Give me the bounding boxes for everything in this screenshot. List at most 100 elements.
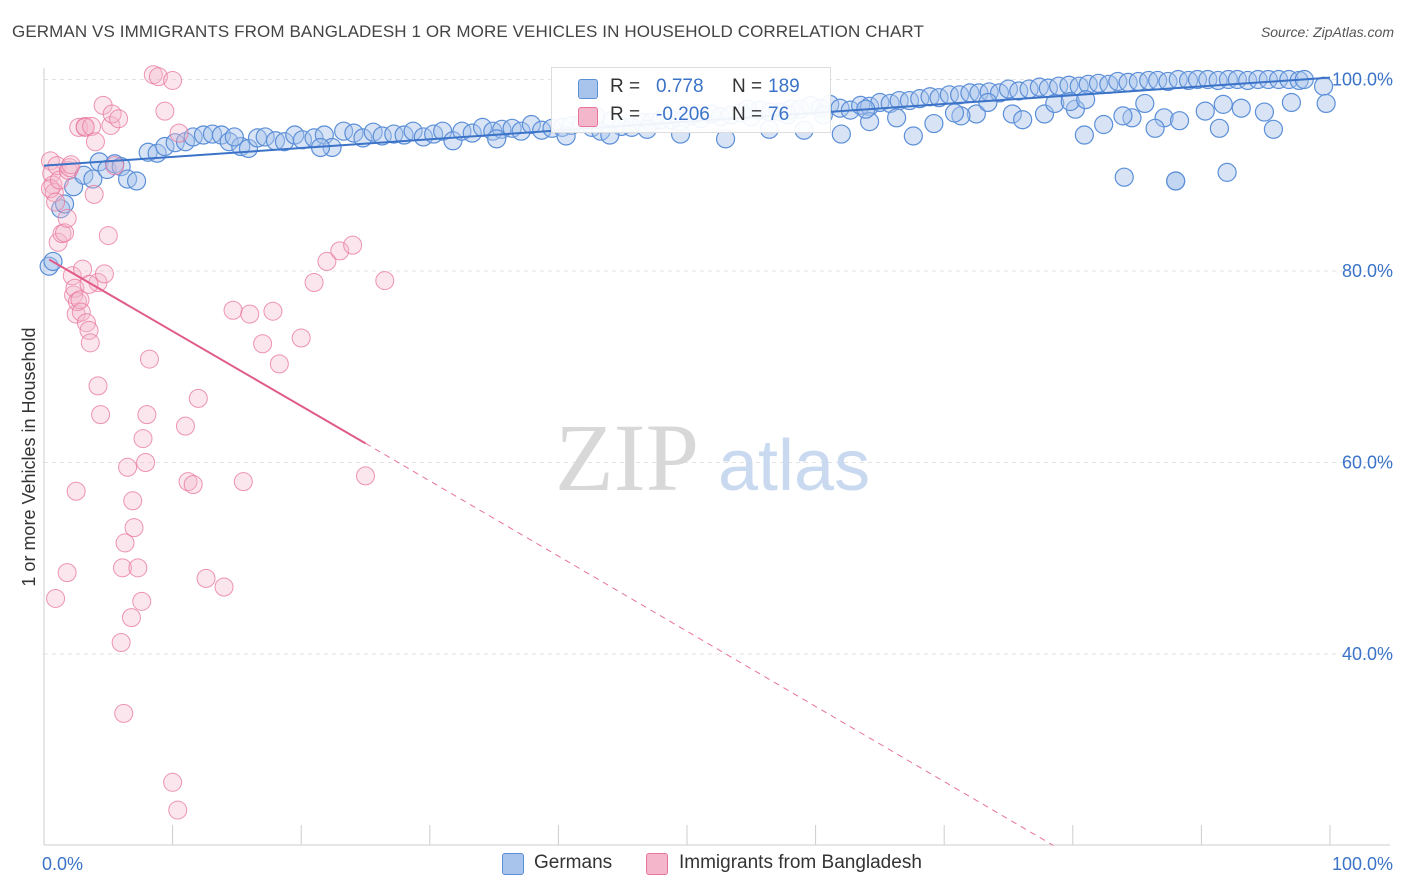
bangladesh-point bbox=[163, 772, 183, 792]
germans-point bbox=[1248, 69, 1268, 90]
bottom-legend-swatch-bangladesh bbox=[646, 853, 668, 875]
bangladesh-point bbox=[148, 67, 168, 87]
germans-point bbox=[1169, 111, 1190, 131]
y-tick-label: 40.0% bbox=[1342, 644, 1393, 664]
germans-point bbox=[1217, 162, 1237, 182]
bangladesh-point bbox=[132, 591, 152, 611]
bangladesh-point bbox=[66, 481, 86, 501]
bangladesh-point bbox=[88, 376, 108, 396]
bangladesh-point bbox=[356, 466, 375, 486]
watermark: ZIP atlas bbox=[555, 404, 870, 511]
bangladesh-point bbox=[71, 302, 91, 322]
germans-point bbox=[966, 104, 986, 124]
germans-point bbox=[165, 133, 185, 153]
bangladesh-point bbox=[343, 235, 363, 255]
germans-point bbox=[1198, 69, 1218, 90]
germans-point bbox=[1094, 114, 1114, 135]
bangladesh-point bbox=[183, 475, 203, 495]
germans-point bbox=[1088, 73, 1109, 93]
germans-point bbox=[978, 92, 998, 113]
bangladesh-point bbox=[168, 800, 188, 820]
germans-point bbox=[1281, 92, 1302, 113]
bangladesh-point bbox=[317, 251, 337, 271]
bangladesh-point bbox=[105, 156, 125, 176]
germans-point bbox=[831, 124, 851, 144]
germans-point bbox=[944, 103, 965, 123]
bangladesh-point bbox=[175, 416, 195, 436]
y-tick-label: 80.0% bbox=[1342, 261, 1393, 281]
legend-r-value: 0.778 bbox=[656, 76, 704, 97]
bangladesh-point bbox=[169, 123, 189, 143]
axes bbox=[43, 68, 1390, 846]
bangladesh-point bbox=[111, 633, 131, 653]
bangladesh-point bbox=[155, 101, 175, 121]
germans-point bbox=[1258, 69, 1278, 90]
germans-point bbox=[224, 127, 244, 147]
germans-point bbox=[155, 136, 175, 157]
bangladesh-point bbox=[223, 300, 243, 320]
germans-point bbox=[1013, 110, 1033, 130]
bangladesh-point bbox=[124, 518, 144, 538]
germans-point bbox=[1108, 71, 1128, 92]
legend-n-label: N = bbox=[732, 104, 763, 125]
germans-point bbox=[433, 121, 453, 141]
x-tick-label: 0.0% bbox=[42, 854, 83, 874]
germans-point bbox=[1114, 167, 1134, 187]
bangladesh-point bbox=[114, 703, 134, 723]
germans-point bbox=[1135, 93, 1155, 114]
source-label: Source: ZipAtlas.com bbox=[1260, 24, 1394, 40]
bangladesh-point bbox=[214, 577, 234, 597]
bangladesh-point bbox=[291, 328, 311, 348]
germans-point bbox=[1145, 118, 1165, 138]
bangladesh-point bbox=[46, 588, 66, 608]
germans-point bbox=[344, 123, 364, 143]
germans-point bbox=[1209, 118, 1230, 138]
bangladesh-point bbox=[67, 292, 87, 312]
bangladesh-point bbox=[137, 405, 157, 425]
germans-point bbox=[521, 114, 541, 135]
watermark-zip: ZIP bbox=[555, 404, 699, 511]
legend-row-bangladesh: R = -0.206 N = 76 bbox=[552, 100, 830, 130]
germans-point bbox=[1074, 125, 1094, 145]
bangladesh-point bbox=[109, 109, 129, 129]
bangladesh-point bbox=[269, 354, 289, 374]
legend-r-label: R = bbox=[610, 104, 641, 125]
bangladesh-points bbox=[40, 65, 395, 820]
germans-point bbox=[487, 129, 507, 149]
bangladesh-point bbox=[82, 116, 102, 136]
bangladesh-point bbox=[133, 429, 153, 449]
bangladesh-point bbox=[55, 223, 75, 243]
germans-point bbox=[83, 169, 103, 189]
bangladesh-point bbox=[123, 491, 143, 511]
bangladesh-point bbox=[121, 608, 141, 628]
bangladesh-point bbox=[163, 70, 183, 90]
germans-point bbox=[924, 113, 944, 134]
grid-lines bbox=[44, 79, 1390, 655]
bangladesh-point bbox=[128, 558, 148, 578]
y-tick-label: 100.0% bbox=[1332, 70, 1393, 90]
germans-point bbox=[887, 108, 907, 128]
germans-point bbox=[1313, 76, 1334, 96]
y-tick-label: 60.0% bbox=[1342, 453, 1393, 473]
bangladesh-point bbox=[85, 132, 105, 152]
germans-point bbox=[1060, 91, 1080, 112]
germans-point bbox=[384, 124, 404, 144]
tick-labels: 40.0% 60.0% 80.0% 100.0% 0.0% 100.0% bbox=[42, 70, 1393, 875]
bangladesh-point bbox=[57, 563, 77, 583]
legend-swatch-germans bbox=[578, 79, 598, 99]
bangladesh-point bbox=[46, 192, 66, 212]
chart-title: GERMAN VS IMMIGRANTS FROM BANGLADESH 1 O… bbox=[12, 22, 924, 41]
bangladesh-point bbox=[253, 334, 273, 354]
legend-row-germans: R = 0.778 N = 189 bbox=[552, 72, 830, 102]
germans-point bbox=[1034, 104, 1055, 124]
legend-n-value: 189 bbox=[768, 76, 800, 97]
bangladesh-point bbox=[112, 558, 132, 578]
germans-point bbox=[126, 171, 147, 191]
y-axis-label: 1 or more Vehicles in Household bbox=[19, 327, 39, 586]
germans-point bbox=[1002, 104, 1022, 124]
germans-point bbox=[1316, 93, 1336, 114]
bangladesh-point bbox=[44, 182, 64, 202]
bangladesh-point bbox=[91, 405, 111, 425]
germans-point bbox=[1195, 101, 1215, 121]
germans-point bbox=[1231, 98, 1251, 118]
